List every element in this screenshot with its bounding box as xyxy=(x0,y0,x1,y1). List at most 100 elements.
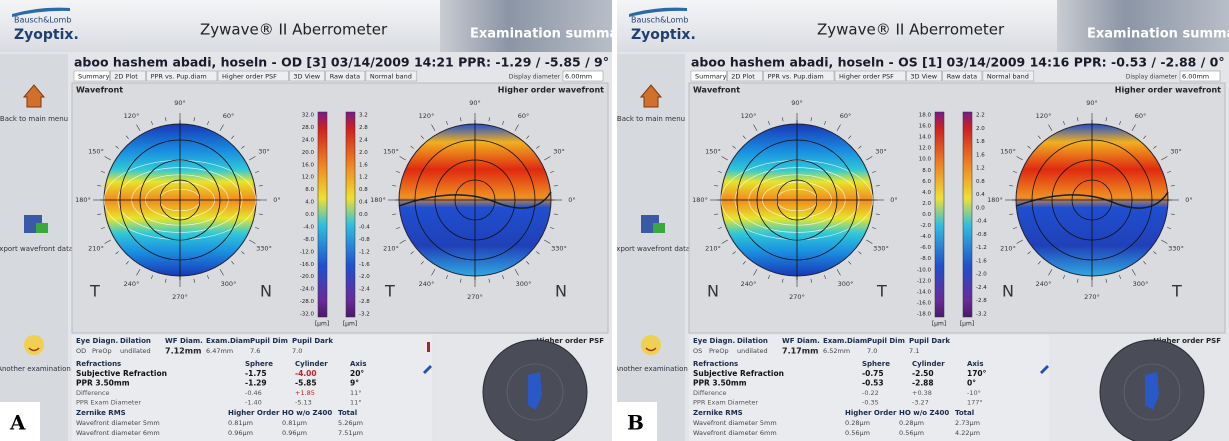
table-header: Exam.Diam. xyxy=(823,337,870,345)
table-header: WF Diam. xyxy=(782,337,820,345)
scale-label: 24.0 xyxy=(302,137,315,143)
tab-label[interactable]: PPR vs. Pup.diam xyxy=(768,73,824,81)
alert-icon xyxy=(427,342,430,352)
sidebar-button[interactable]: Another examination xyxy=(0,365,71,373)
angle-label: 120° xyxy=(419,112,435,120)
icon-face xyxy=(641,335,661,355)
scale-label: -8.0 xyxy=(920,256,931,262)
table-cell: -1.29 xyxy=(245,379,267,388)
scale-label: 12.0 xyxy=(919,146,932,152)
wavefront-title: Wavefront xyxy=(76,86,123,95)
scale-label: -16.0 xyxy=(300,262,315,268)
table-cell: OS xyxy=(693,347,702,355)
angle-label: 330° xyxy=(1168,245,1184,253)
table-header: Axis xyxy=(967,360,984,368)
scale-label: -0.4 xyxy=(976,219,987,225)
table-header: Pupil Dark xyxy=(909,337,950,345)
sidebar-button[interactable]: Another examination xyxy=(617,365,688,373)
screen-a: Bausch&LombZyoptix.Zywave® II Aberromete… xyxy=(0,0,612,441)
table-header: Total xyxy=(955,409,974,417)
icon-face xyxy=(24,335,44,355)
table-cell: -5.85 xyxy=(295,379,317,388)
tab-label[interactable]: Raw data xyxy=(330,73,360,81)
table-header: Dilation xyxy=(120,337,151,345)
tab-label[interactable]: Raw data xyxy=(947,73,977,81)
angle-label: 60° xyxy=(518,112,530,120)
page: Bausch&Lomb Zyoptix. Zywave® II Aberromete… xyxy=(0,0,1229,441)
angle-label: 0° xyxy=(1185,196,1192,204)
scale-label: 3.2 xyxy=(359,113,368,119)
angle-label: 30° xyxy=(258,148,270,156)
tab-label[interactable]: 3D View xyxy=(293,73,320,81)
table-cell: 7.6 xyxy=(250,347,260,355)
patient-line: aboo hashem abadi, hoseln - OS [1] 03/14… xyxy=(691,55,1225,70)
table-header: Higher Order xyxy=(845,409,897,417)
tab-label[interactable]: Higher order PSF xyxy=(839,73,894,81)
banner-text: Examination summar xyxy=(1087,27,1229,42)
tab-label[interactable]: Summary xyxy=(78,73,110,81)
tab-label[interactable]: PPR vs. Pup.diam xyxy=(151,73,207,81)
display-diameter-label: Display diameter xyxy=(1126,74,1178,81)
orientation: T xyxy=(384,282,395,301)
table-cell: PPR 3.50mm xyxy=(76,379,130,388)
scale-label: -2.0 xyxy=(920,223,931,229)
angle-label: 300° xyxy=(516,280,532,288)
table-cell: 0.96µm xyxy=(228,429,253,437)
table-cell: +1.85 xyxy=(295,389,315,397)
table-cell: -4.00 xyxy=(295,369,317,378)
tab-label[interactable]: Normal band xyxy=(987,73,1029,81)
angle-label: 330° xyxy=(256,245,272,253)
table-cell: Wavefront diameter 5mm xyxy=(693,419,777,427)
table-header: Total xyxy=(338,409,357,417)
tab-label[interactable]: 2D Plot xyxy=(731,73,755,81)
product: Zyoptix. xyxy=(631,27,696,43)
table-header: WF Diam. xyxy=(165,337,203,345)
scale-label: 1.2 xyxy=(976,166,985,172)
tab-label[interactable]: 3D View xyxy=(910,73,937,81)
panel-label: A xyxy=(9,411,26,435)
sidebar-button[interactable]: Back to main menu xyxy=(0,115,68,123)
scale-label: -0.4 xyxy=(359,224,370,230)
angle-label: 240° xyxy=(124,280,140,288)
angle-label: 90° xyxy=(1086,99,1098,107)
scale-label: 32.0 xyxy=(302,113,315,119)
colorbar xyxy=(318,112,327,317)
table-cell: 7.12mm xyxy=(165,347,201,356)
scale-label: -14.0 xyxy=(917,289,932,295)
sidebar-button[interactable]: Export wavefront data xyxy=(617,245,690,253)
table-header: Eye Diagn. xyxy=(76,337,118,345)
scale-label: 18.0 xyxy=(919,113,932,119)
panel-label: B xyxy=(627,411,644,435)
table-cell: 9° xyxy=(350,379,359,388)
tab-label[interactable]: Summary xyxy=(695,73,727,81)
table-cell: 6.47mm xyxy=(206,347,233,355)
angle-label: 30° xyxy=(1170,148,1182,156)
scale-label: 0.8 xyxy=(976,179,985,185)
scale-label: 0.0 xyxy=(922,212,931,218)
table-cell: Difference xyxy=(693,389,727,397)
sidebar-button[interactable]: Back to main menu xyxy=(617,115,685,123)
scale-label: 0.8 xyxy=(359,187,368,193)
angle-label: 180° xyxy=(987,196,1003,204)
scale-label: 16.0 xyxy=(302,162,315,168)
scale-label: 1.6 xyxy=(359,162,368,168)
scale-label: -6.0 xyxy=(920,245,931,251)
scale-label: 1.2 xyxy=(359,175,368,181)
scale-label: -1.6 xyxy=(976,258,987,264)
app-title: Zywave® II Aberrometer xyxy=(817,21,1005,39)
scale-label: 28.0 xyxy=(302,125,315,131)
tab-label[interactable]: Higher order PSF xyxy=(222,73,277,81)
table-header: Sphere xyxy=(245,360,273,368)
sidebar-button[interactable]: Export wavefront data xyxy=(0,245,73,253)
brand: Bausch&Lomb xyxy=(14,16,71,25)
table-cell: -3.27 xyxy=(912,399,929,407)
tab-label[interactable]: Normal band xyxy=(370,73,412,81)
scale-label: 0.0 xyxy=(976,205,985,211)
tab-label[interactable]: 2D Plot xyxy=(114,73,138,81)
table-cell: Difference xyxy=(76,389,110,397)
table-cell: -1.75 xyxy=(245,369,267,378)
unit-label: [µm] xyxy=(343,321,357,328)
angle-label: 240° xyxy=(419,280,435,288)
table-cell: PreOp xyxy=(709,347,729,355)
ho-title: Higher order wavefront xyxy=(1115,86,1221,95)
